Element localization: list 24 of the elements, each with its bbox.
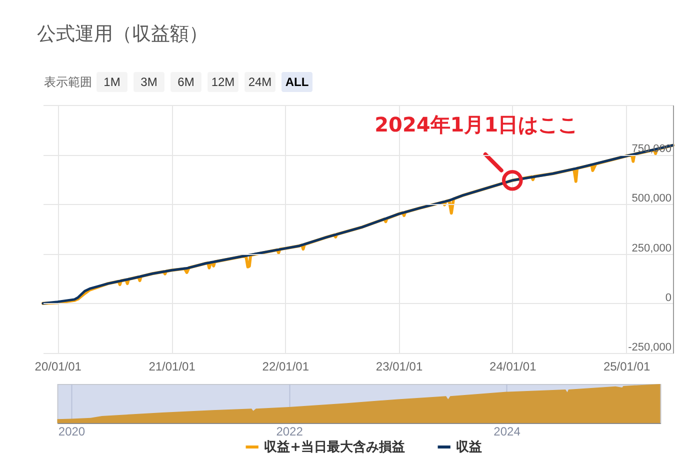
x-tick-label: 2022 (276, 424, 304, 438)
y-tick-label: -250,000 (628, 342, 672, 354)
text: 24M (248, 75, 272, 89)
text: 12M (211, 75, 235, 89)
text: ALL (285, 75, 309, 89)
x-tick-label: 21/01/01 (148, 360, 196, 374)
chart-title: 公式運用（収益額） (37, 23, 208, 45)
x-tick-label: 23/01/01 (376, 360, 423, 374)
legend-label: 収益+当日最大含み損益 (264, 439, 406, 455)
x-tick-label: 25/01/01 (603, 360, 650, 374)
y-tick-label: 500,000 (632, 192, 672, 205)
text: 3M (140, 75, 158, 89)
text: 6M (178, 75, 194, 89)
y-tick-label: 0 (665, 292, 672, 304)
annotation: 2024年1月1日はここ (374, 112, 578, 136)
x-tick-label: 24/01/01 (490, 360, 537, 374)
text: 表示範囲 (44, 75, 92, 89)
text: 1M (104, 75, 120, 89)
x-tick-label: 2024 (494, 424, 521, 438)
x-tick-label: 20/01/01 (34, 360, 82, 374)
x-tick-label: 22/01/01 (262, 360, 310, 374)
x-tick-label: 2020 (58, 424, 86, 438)
y-tick-label: 250,000 (632, 242, 672, 254)
legend-label: 収益 (456, 440, 482, 455)
